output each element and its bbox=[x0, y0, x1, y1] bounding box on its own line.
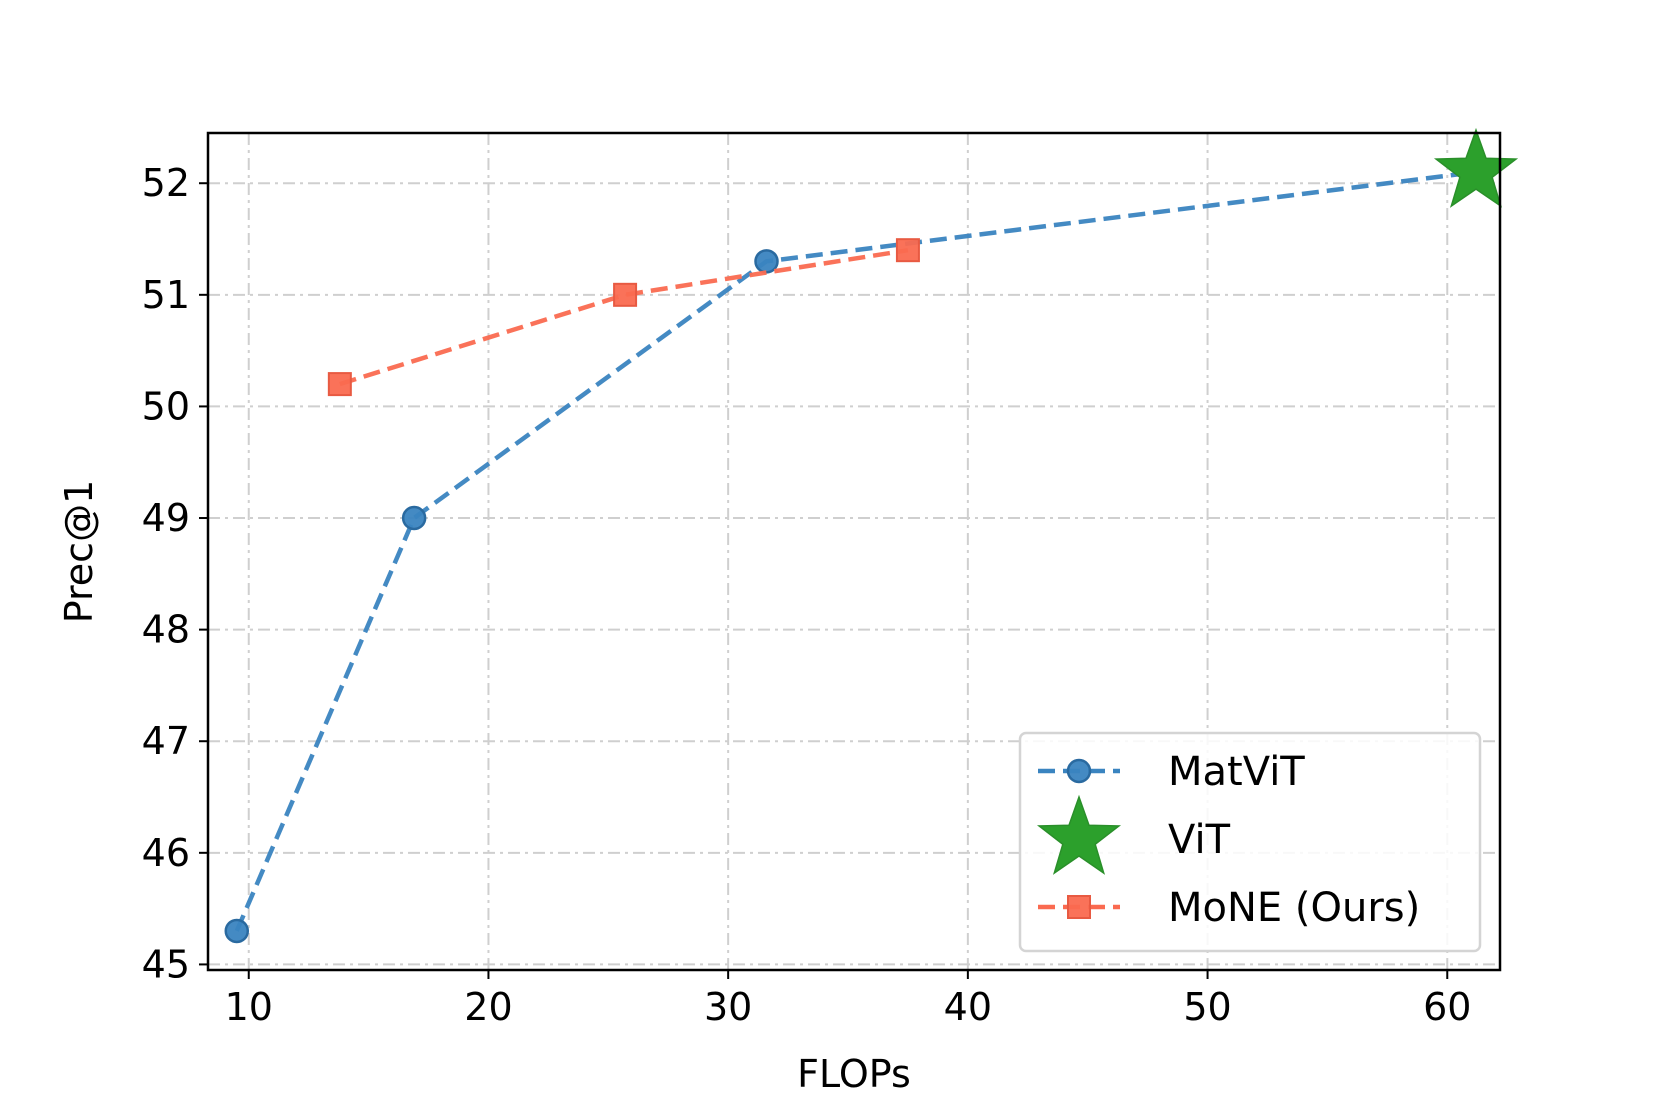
series-layer bbox=[224, 127, 1519, 944]
legend: MatViT ViT MoNE (Ours) bbox=[1018, 731, 1482, 953]
y-tick-label: 50 bbox=[142, 384, 190, 428]
legend-item-vit: ViT bbox=[1036, 794, 1231, 875]
legend-marker-matvit bbox=[1066, 758, 1092, 784]
legend-box bbox=[1018, 731, 1482, 953]
data-point-mone-ours bbox=[613, 282, 638, 307]
y-tick-label: 52 bbox=[142, 161, 190, 205]
series-vit bbox=[1433, 127, 1519, 208]
legend-marker-mone-ours bbox=[1067, 895, 1091, 919]
y-tick-label: 45 bbox=[142, 942, 190, 986]
plot-frame bbox=[206, 131, 1502, 972]
series-line-mone-ours bbox=[339, 247, 909, 387]
data-point-matvit bbox=[401, 505, 427, 531]
data-point-vit bbox=[1433, 127, 1519, 208]
x-tick-label: 50 bbox=[1183, 985, 1231, 1029]
series-mone-ours bbox=[327, 238, 920, 397]
data-point-mone-ours bbox=[327, 372, 352, 397]
legend-label: ViT bbox=[1168, 817, 1231, 863]
legend-item-matvit: MatViT bbox=[1038, 749, 1305, 795]
ticks: 10 20 30 40 50 60 45 46 47 48 49 50 51 52 bbox=[142, 161, 1472, 1029]
x-axis-label: FLOPs bbox=[797, 1052, 911, 1096]
y-tick-label: 51 bbox=[142, 273, 190, 317]
x-tick-label: 20 bbox=[464, 985, 512, 1029]
y-tick-label: 49 bbox=[142, 496, 190, 540]
y-tick-label: 46 bbox=[142, 831, 190, 875]
x-tick-label: 60 bbox=[1423, 985, 1471, 1029]
x-tick-label: 40 bbox=[944, 985, 992, 1029]
y-tick-label: 48 bbox=[142, 608, 190, 652]
data-point-matvit bbox=[754, 249, 779, 274]
legend-marker-vit bbox=[1036, 794, 1122, 875]
data-point-mone-ours bbox=[895, 238, 920, 263]
data-point-matvit bbox=[224, 918, 250, 944]
legend-label: MoNE (Ours) bbox=[1168, 885, 1420, 931]
x-tick-label: 30 bbox=[704, 985, 752, 1029]
series-matvit bbox=[224, 169, 1477, 944]
y-tick-label: 47 bbox=[142, 719, 190, 763]
y-axis-label: Prec@1 bbox=[57, 480, 101, 623]
legend-label: MatViT bbox=[1168, 749, 1305, 795]
legend-item-mone-ours: MoNE (Ours) bbox=[1038, 885, 1420, 931]
x-tick-label: 10 bbox=[225, 985, 273, 1029]
